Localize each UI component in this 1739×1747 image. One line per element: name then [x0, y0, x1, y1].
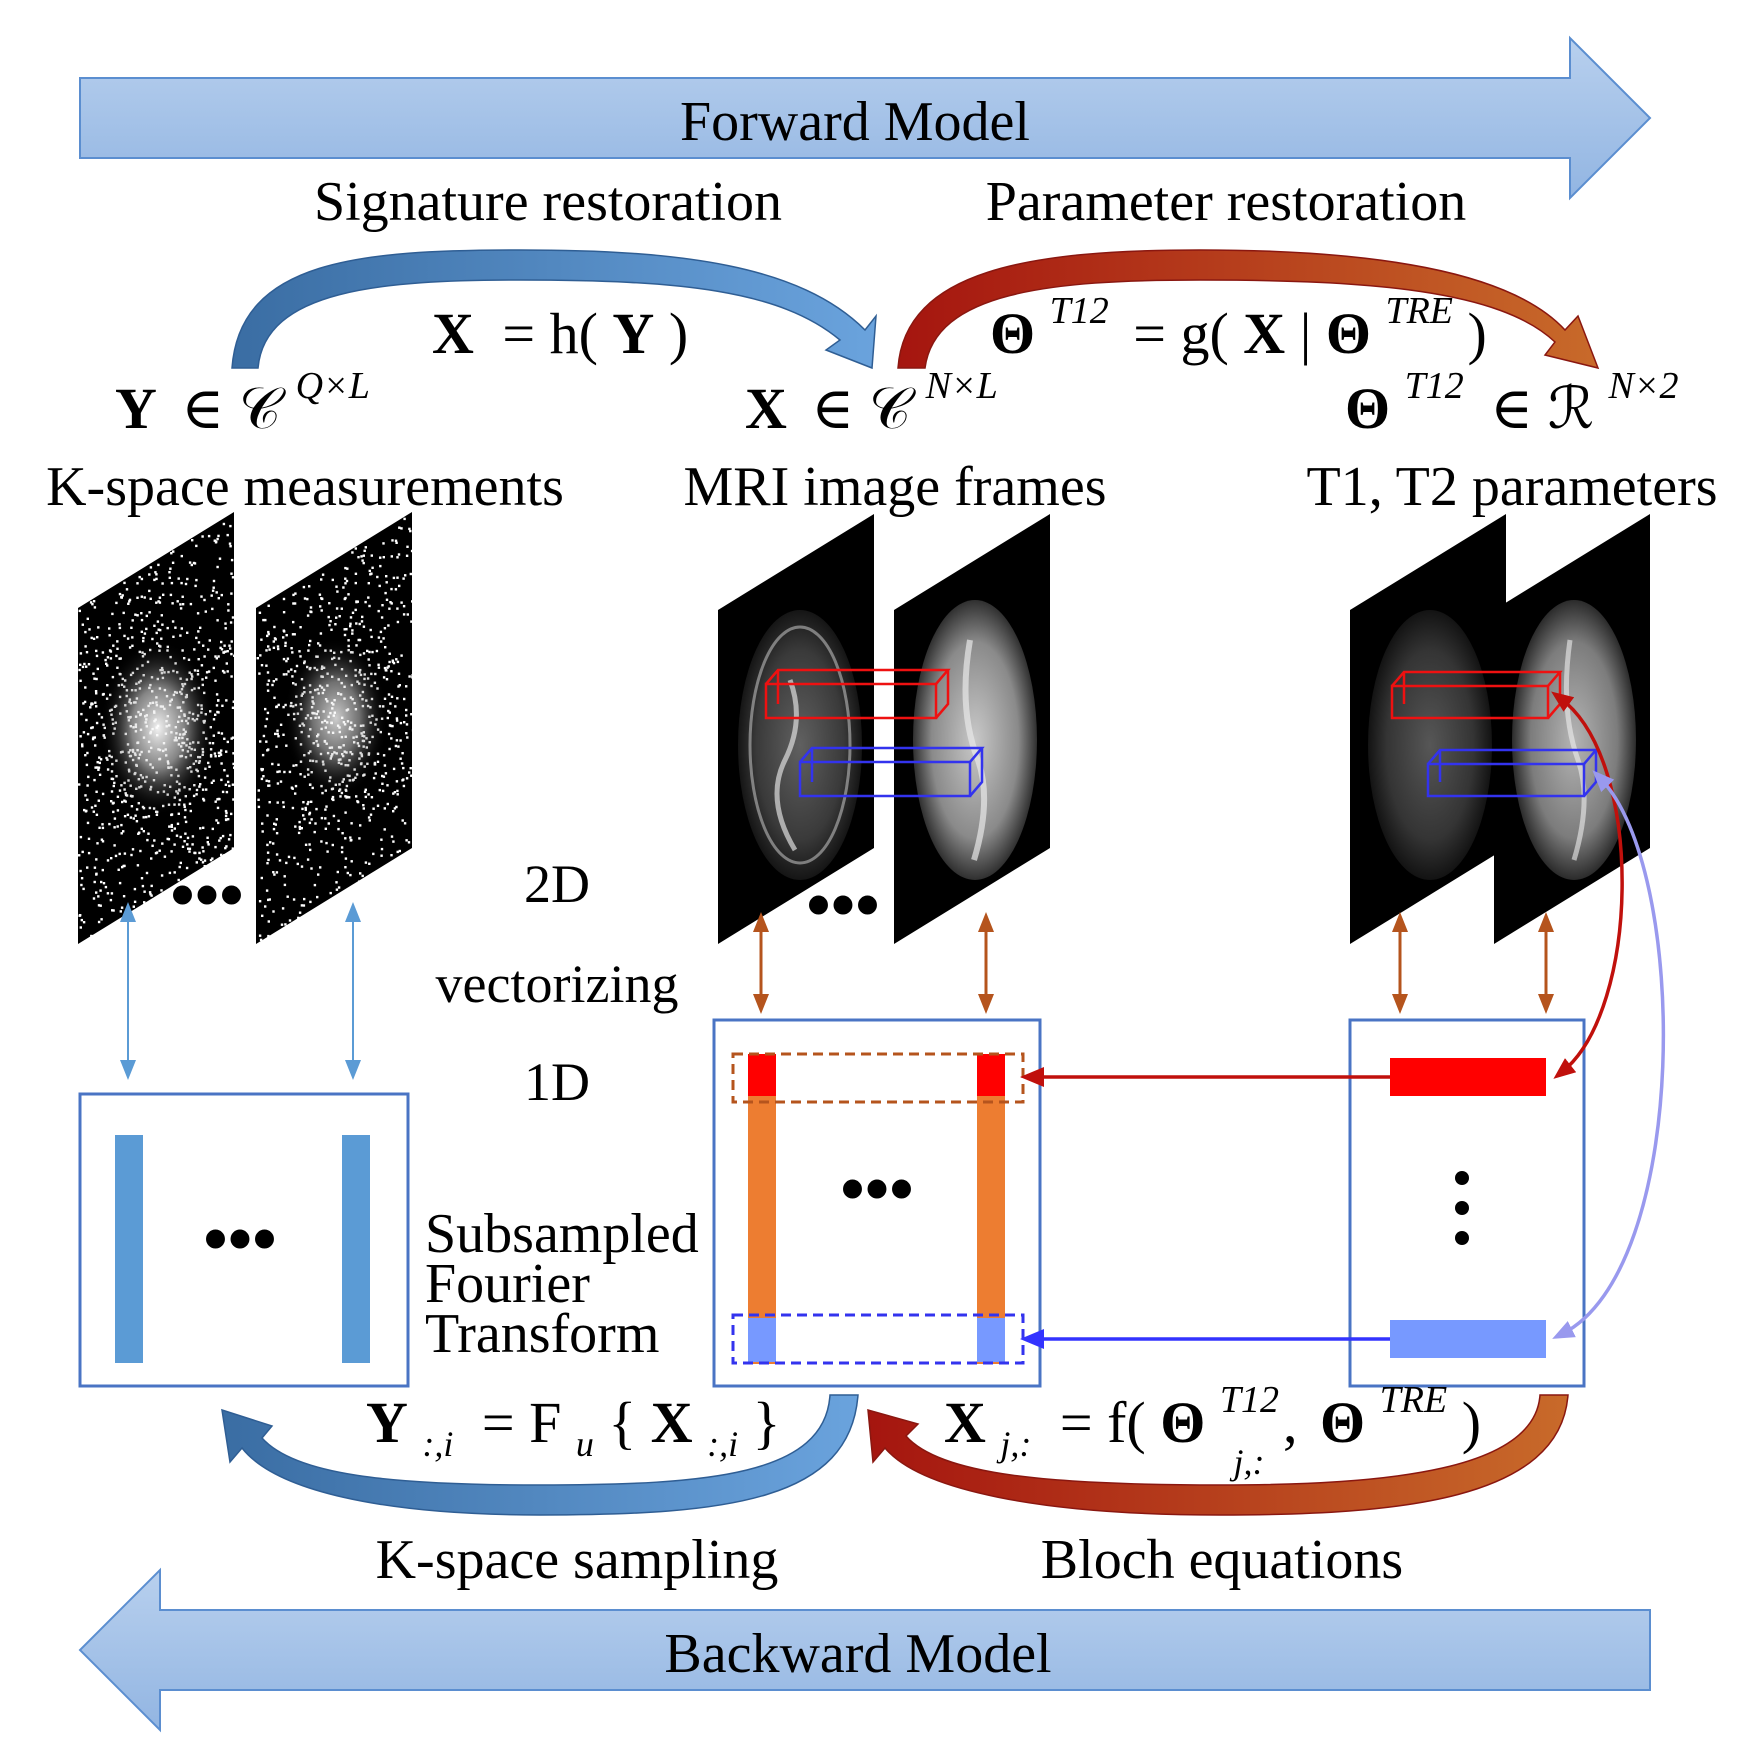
svg-text:Fourier: Fourier: [425, 1253, 590, 1315]
backward-model-label: Backward Model: [664, 1623, 1051, 1685]
svg-text:Θ T12 ∈ ℛ N×: Θ T12 ∈ ℛ N×2: [1345, 346, 1678, 441]
image-row-blue-cell-2: [977, 1318, 1005, 1362]
svg-text:Subsampled: Subsampled: [425, 1203, 699, 1265]
kspace-column-1: [115, 1135, 143, 1363]
kspace-sampling-label: K-space sampling: [376, 1529, 779, 1591]
bloch-equations-curve: [867, 1394, 1569, 1516]
label-1d: 1D: [524, 1052, 590, 1112]
param-blue-link-arrow: [1552, 770, 1666, 1339]
parameter-restoration-curve: [897, 249, 1600, 370]
kspace-sampling-curve: [221, 1394, 859, 1516]
label-2d: 2D: [524, 854, 590, 914]
param-map-2: [1494, 514, 1650, 944]
svg-text:X = h( Y ): X = h( Y ): [432, 301, 688, 366]
mri-blue-voxel-box: [798, 746, 985, 798]
svg-text:X ∈ 𝒞 N×L: X ∈ 𝒞 N×L: [745, 365, 998, 441]
param-row-red: [1390, 1058, 1546, 1096]
image-row-blue-cell-1: [748, 1318, 776, 1362]
sampling-equation: Y :,i = F u { X :,i }: [366, 1390, 780, 1469]
bloch-equation: X j,: = f( Θ T12 j,: , Θ TRE ): [944, 1360, 1481, 1487]
params-label: T1, T2 parameters: [1306, 456, 1717, 518]
svg-text:Y ∈ 𝒞 Q×L: Y ∈ 𝒞 Q×L: [115, 365, 370, 441]
kspace-domain: Y ∈ 𝒞 Q×L K-space measurements: [46, 365, 564, 518]
param-vdot-3: [1455, 1231, 1469, 1245]
param-vdot-1: [1455, 1171, 1469, 1185]
image-column-2: [977, 1054, 1005, 1364]
param-vdot-2: [1455, 1201, 1469, 1215]
kspace-column-2: [342, 1135, 370, 1363]
svg-text:Transform: Transform: [425, 1303, 659, 1365]
param-domain: Θ T12 ∈ ℛ N×2 T1, T2 parameters: [1306, 346, 1717, 518]
svg-text:X j,: = f( Θ: X j,: = f( Θ T12 j,: , Θ TRE ): [944, 1360, 1481, 1487]
kspace-panel-1: [78, 512, 237, 944]
kspace-label: K-space measurements: [46, 456, 564, 518]
parameter-equation: Θ T12 = g( X | Θ TRE ): [990, 271, 1487, 366]
image-domain: X ∈ 𝒞 N×L MRI image frames: [684, 365, 1107, 518]
image-column-1: [748, 1054, 776, 1364]
forward-model-label: Forward Model: [680, 91, 1030, 153]
signature-restoration-curve: [231, 249, 877, 370]
fourier-label: Subsampled Fourier Transform: [425, 1203, 699, 1365]
images-label: MRI image frames: [684, 456, 1107, 518]
image-row-red-cell-1: [748, 1054, 776, 1096]
mri-frame-1: [718, 514, 874, 944]
kspace-ellipsis: •••: [170, 857, 244, 934]
param-row-blue: [1390, 1320, 1546, 1358]
svg-text:Θ T12 = g( X: Θ T12 = g( X | Θ TRE ): [990, 271, 1487, 366]
image-matrix-ellipsis: •••: [840, 1151, 914, 1228]
kspace-matrix-ellipsis: •••: [203, 1201, 277, 1278]
parameter-restoration-label: Parameter restoration: [986, 171, 1466, 233]
kspace-matrix: •••: [78, 1092, 410, 1388]
backward-model-arrow: Backward Model: [78, 1567, 1651, 1733]
svg-text:Y :,i = F u: Y :,i = F u { X :,i }: [366, 1390, 780, 1469]
kspace-panel-2: [256, 512, 415, 944]
param-matrix: [1348, 1018, 1586, 1388]
mri-frame-2: [894, 514, 1050, 944]
label-vectorizing: vectorizing: [436, 954, 679, 1014]
bloch-equations-label: Bloch equations: [1041, 1529, 1403, 1591]
signature-equation: X = h( Y ): [432, 301, 688, 366]
param-map-1: [1350, 514, 1506, 944]
mri-ellipsis: •••: [806, 867, 880, 944]
forward-model-arrow: Forward Model: [79, 35, 1652, 201]
signature-restoration-label: Signature restoration: [314, 171, 782, 233]
mri-red-voxel-box: [764, 668, 951, 720]
image-row-red-cell-2: [977, 1054, 1005, 1096]
image-matrix: •••: [712, 1018, 1042, 1388]
